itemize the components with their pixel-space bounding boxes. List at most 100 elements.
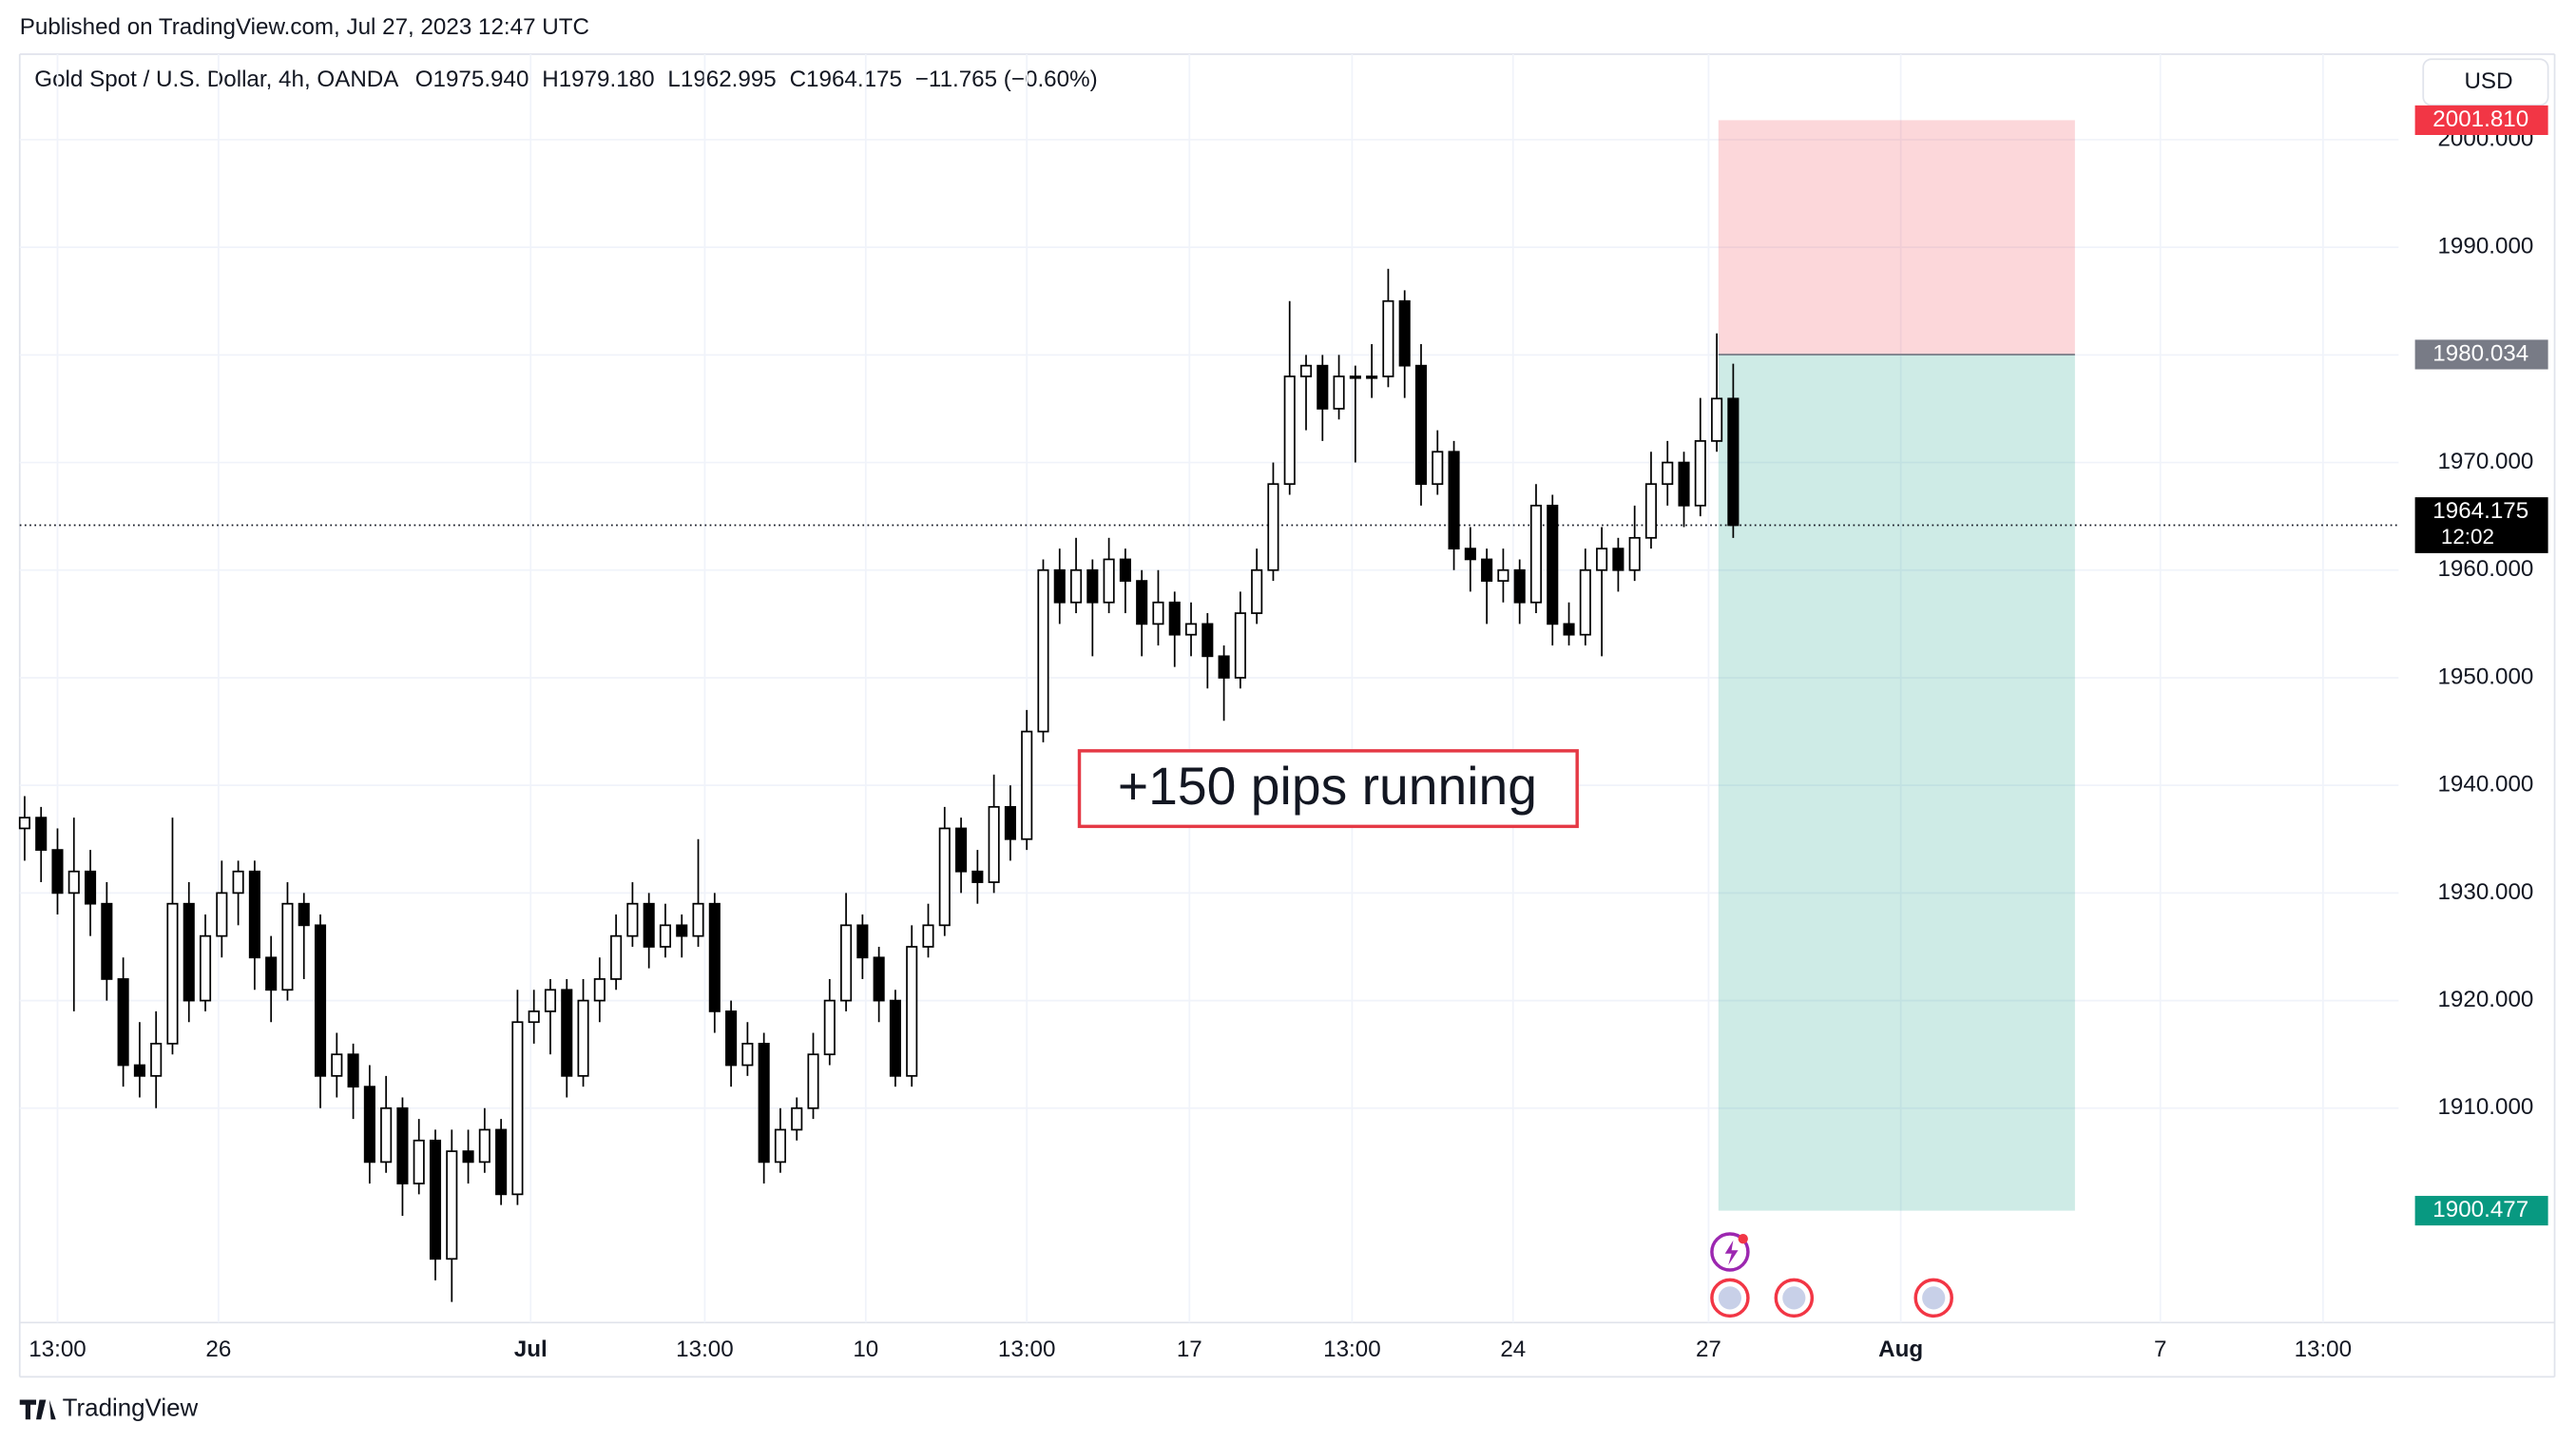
event-dot — [1738, 1233, 1748, 1244]
candle-body — [1119, 558, 1131, 582]
flag — [1718, 1286, 1742, 1310]
candle-body — [1596, 548, 1608, 571]
candle-body — [1414, 364, 1428, 486]
candle-body — [1448, 451, 1460, 549]
candle-body — [1382, 299, 1394, 377]
flag — [1922, 1286, 1946, 1310]
candle-body — [1168, 601, 1181, 636]
grid — [19, 54, 2399, 1323]
y-tick-label: 1910.000 — [2437, 1094, 2533, 1120]
candle-body — [1481, 558, 1493, 582]
candle-body — [955, 827, 968, 873]
brand-logo — [19, 1399, 56, 1420]
candle-body — [1349, 375, 1361, 379]
candle-body — [413, 1139, 425, 1184]
stop-zone — [1718, 120, 2075, 355]
candle-body — [593, 978, 606, 1002]
candle-body — [363, 1086, 375, 1164]
candle-body — [626, 902, 639, 937]
target-zone — [1718, 354, 2075, 1211]
currency-box[interactable] — [2422, 58, 2549, 106]
y-tick-label: 1970.000 — [2437, 449, 2533, 474]
candle-body — [1317, 364, 1329, 410]
candle-body — [1152, 601, 1164, 625]
candle-body — [1267, 483, 1279, 571]
y-tick-label: 1940.000 — [2437, 772, 2533, 798]
candle-body — [150, 1043, 163, 1077]
candle-body — [988, 805, 1000, 883]
candle-body — [1333, 375, 1345, 410]
candle-body — [1464, 548, 1476, 561]
candle-body — [1136, 580, 1148, 625]
candles — [18, 268, 2399, 1302]
brand: TradingView — [63, 1395, 199, 1422]
candle-body — [1529, 504, 1543, 604]
candle-body — [1547, 504, 1559, 625]
y-tick-label: 1930.000 — [2437, 879, 2533, 905]
currency: USD — [2464, 68, 2512, 94]
candle-body — [183, 902, 195, 1002]
candle-body — [347, 1053, 359, 1088]
candle-body — [741, 1043, 754, 1067]
candle-body — [856, 924, 869, 959]
candle-body — [1727, 397, 1740, 527]
legend-close: C1964.175 — [790, 67, 902, 92]
candle-body — [1579, 568, 1591, 636]
legend-change: −11.765 (−0.60%) — [915, 67, 1098, 92]
y-tick-label: 1960.000 — [2437, 556, 2533, 582]
candle-body — [462, 1150, 474, 1164]
entry-label-box — [2414, 339, 2548, 370]
annotation-box — [1077, 749, 1579, 829]
candle-body — [1628, 536, 1641, 571]
x-tick-label: 26 — [205, 1337, 231, 1362]
candle-body — [1678, 461, 1690, 507]
legend-high: H1979.180 — [542, 67, 654, 92]
y-tick-label: 1950.000 — [2437, 664, 2533, 689]
candle-body — [67, 870, 80, 895]
candle-body — [708, 902, 721, 1012]
candle-body — [511, 1021, 524, 1196]
candle-body — [1662, 461, 1674, 486]
candle-body — [1037, 568, 1049, 733]
candle-body — [1497, 568, 1509, 582]
candle-body — [1563, 623, 1575, 636]
candle-body — [676, 924, 688, 937]
candle-body — [889, 999, 901, 1077]
candle-body — [1086, 568, 1099, 604]
candle-body — [133, 1064, 145, 1077]
candle-body — [51, 849, 64, 895]
candle-body — [117, 978, 129, 1067]
candle-body — [774, 1128, 786, 1164]
candle-body — [166, 902, 179, 1045]
candle-body — [692, 902, 704, 937]
candle-body — [216, 892, 228, 937]
candle-body — [643, 902, 655, 948]
candle-body — [478, 1128, 490, 1164]
candle-body — [1283, 375, 1296, 486]
candle-body — [1021, 730, 1033, 840]
candle-body — [840, 924, 853, 1002]
x-tick-label: Jul — [514, 1337, 548, 1362]
candle-body — [429, 1139, 442, 1260]
candle-body — [1366, 375, 1378, 379]
candle-body — [791, 1106, 803, 1131]
entry-label: 1980.034 — [2432, 340, 2528, 366]
candle-body — [1201, 623, 1214, 658]
legend-open: O1975.940 — [415, 67, 529, 92]
published-note: Published on TradingView.com, Jul 27, 20… — [20, 14, 589, 40]
candle-body — [561, 989, 573, 1077]
candle-body — [1103, 558, 1115, 604]
candle-body — [1069, 568, 1083, 604]
candle-body — [248, 870, 260, 959]
candle-body — [873, 956, 885, 1002]
last-price-label: 1964.175 — [2432, 498, 2528, 524]
countdown: 12:02 — [2441, 525, 2494, 548]
candle-body — [577, 999, 589, 1077]
candle-body — [1694, 440, 1706, 507]
x-tick-label: 13:00 — [1323, 1337, 1381, 1362]
candle-body — [1644, 483, 1658, 539]
legend-low: L1962.995 — [667, 67, 776, 92]
candle-body — [396, 1106, 409, 1184]
candle-body — [610, 934, 623, 980]
